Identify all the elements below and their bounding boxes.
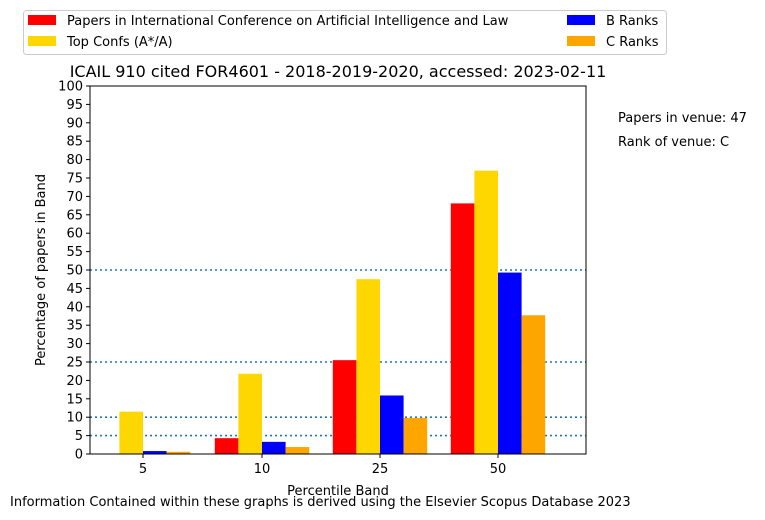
- bar: [450, 203, 475, 454]
- y-tick-label: 45: [66, 282, 83, 297]
- bar: [403, 417, 428, 454]
- bar: [498, 272, 522, 454]
- x-tick-label: 50: [490, 462, 507, 477]
- y-tick-label: 20: [66, 374, 83, 389]
- y-tick-label: 55: [66, 245, 83, 260]
- bar: [262, 441, 286, 454]
- bar: [238, 373, 262, 454]
- x-tick-label: 25: [372, 462, 389, 477]
- bar: [143, 451, 167, 454]
- bar: [521, 315, 546, 454]
- y-tick-label: 90: [66, 116, 83, 131]
- y-tick-label: 35: [66, 319, 83, 334]
- x-tick-label: 5: [139, 462, 147, 477]
- bar: [474, 170, 498, 454]
- rank-of-venue-note: Rank of venue: C: [618, 135, 730, 150]
- bar: [166, 451, 191, 454]
- y-tick-label: 95: [66, 98, 83, 113]
- bar: [214, 438, 239, 454]
- y-tick-label: 25: [66, 356, 83, 371]
- legend-frame: [23, 10, 667, 55]
- legend-label: C Ranks: [606, 35, 659, 50]
- y-tick-label: 10: [66, 411, 83, 426]
- plot-area: 0 5 10 15 20 25 30 35 40 45 50 55 60 65 70 75 80 85 90 95 10…: [58, 80, 587, 477]
- footer-note: Information Contained within these graph…: [10, 495, 631, 510]
- legend-label: Top Confs (A*/A): [66, 35, 173, 50]
- legend-label: B Ranks: [606, 14, 659, 29]
- y-axis-label: Percentage of papers in Band: [34, 174, 49, 366]
- legend: Papers in International Conference on Ar…: [23, 10, 667, 55]
- papers-in-venue-note: Papers in venue: 47: [618, 111, 747, 126]
- legend-swatch: [28, 15, 56, 25]
- y-tick-label: 0: [75, 448, 83, 463]
- y-tick-label: 75: [66, 172, 83, 187]
- bar: [380, 395, 404, 454]
- bar: [119, 411, 143, 454]
- legend-swatch: [567, 15, 595, 25]
- y-tick-label: 50: [66, 264, 83, 279]
- bar: [332, 360, 357, 454]
- y-tick-label: 30: [66, 337, 83, 352]
- y-tick-label: 5: [75, 429, 83, 444]
- x-axis-label: Percentile Band: [287, 484, 389, 499]
- y-tick-label: 60: [66, 227, 83, 242]
- chart-title: ICAIL 910 cited FOR4601 - 2018-2019-2020…: [70, 62, 607, 81]
- bar: [285, 447, 310, 454]
- legend-label: Papers in International Conference on Ar…: [67, 14, 509, 29]
- bar: [356, 279, 380, 454]
- y-tick-label: 40: [66, 300, 83, 315]
- legend-swatch: [28, 36, 56, 46]
- x-tick-label: 10: [254, 462, 271, 477]
- y-tick-label: 100: [58, 80, 83, 95]
- y-tick-label: 65: [66, 208, 83, 223]
- y-tick-label: 15: [66, 392, 83, 407]
- y-tick-label: 80: [66, 153, 83, 168]
- y-tick-label: 85: [66, 135, 83, 150]
- y-tick-label: 70: [66, 190, 83, 205]
- legend-swatch: [567, 36, 595, 46]
